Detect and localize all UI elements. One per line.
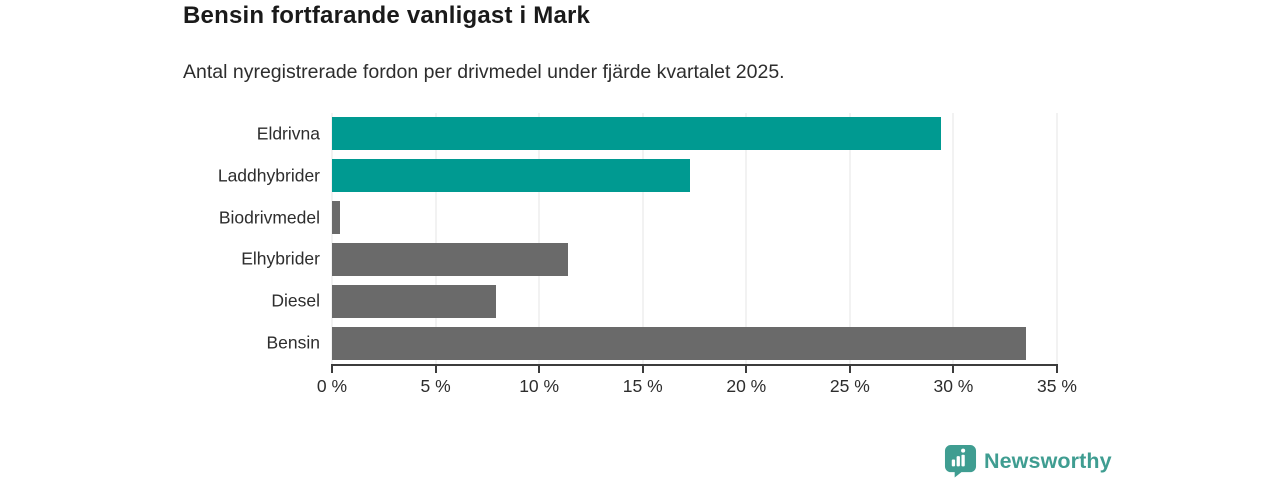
gridline <box>435 113 437 364</box>
bar-diesel <box>332 284 496 318</box>
x-tick <box>745 366 748 373</box>
gridline <box>745 113 747 364</box>
y-axis-labels: Eldrivna Laddhybrider Biodrivmedel Elhybrid… <box>0 113 320 364</box>
x-axis-line <box>331 364 1058 366</box>
x-tick <box>641 366 644 373</box>
bar-eldrivna <box>332 117 941 151</box>
category-label: Eldrivna <box>256 123 320 144</box>
bar-biodrivmedel <box>332 201 341 235</box>
category-label: Diesel <box>271 290 320 311</box>
x-tick-label: 20 % <box>726 376 767 396</box>
gridline <box>331 113 333 364</box>
chart-subtitle: Antal nyregistrerade fordon per drivmede… <box>183 61 785 83</box>
category-label: Bensin <box>266 332 320 353</box>
category-label: Laddhybrider <box>217 165 320 186</box>
brand-footer: Newsworthy <box>944 444 1112 478</box>
gridline <box>952 113 954 364</box>
x-tick-label: 35 % <box>1037 376 1077 396</box>
x-tick-label: 0 % <box>316 376 348 396</box>
bar-bensin <box>332 326 1026 360</box>
x-tick <box>1056 366 1058 373</box>
bar-laddhybrider <box>332 159 691 193</box>
newsworthy-logo-icon <box>944 444 977 478</box>
x-tick <box>331 366 333 373</box>
plot-area <box>331 113 1058 364</box>
gridline <box>849 113 851 364</box>
x-tick <box>848 366 851 373</box>
x-axis: 0 % 5 % 10 % 15 % 20 % 25 % 30 % 35 % <box>317 364 1077 404</box>
x-tick-label: 30 % <box>933 376 974 396</box>
x-tick-label: 5 % <box>420 376 451 396</box>
bar-elhybrider <box>332 242 569 276</box>
x-tick <box>538 366 541 373</box>
x-tick <box>952 366 955 373</box>
x-tick <box>434 366 437 373</box>
gridline <box>538 113 540 364</box>
gridline <box>1056 113 1058 364</box>
x-tick-label: 25 % <box>829 376 870 396</box>
x-tick-label: 10 % <box>519 376 560 396</box>
chart-title: Bensin fortfarande vanligast i Mark <box>183 2 591 29</box>
category-label: Biodrivmedel <box>218 207 320 228</box>
x-tick-label: 15 % <box>622 376 663 396</box>
brand-name: Newsworthy <box>984 448 1112 473</box>
gridline <box>642 113 644 364</box>
category-label: Elhybrider <box>241 248 320 269</box>
